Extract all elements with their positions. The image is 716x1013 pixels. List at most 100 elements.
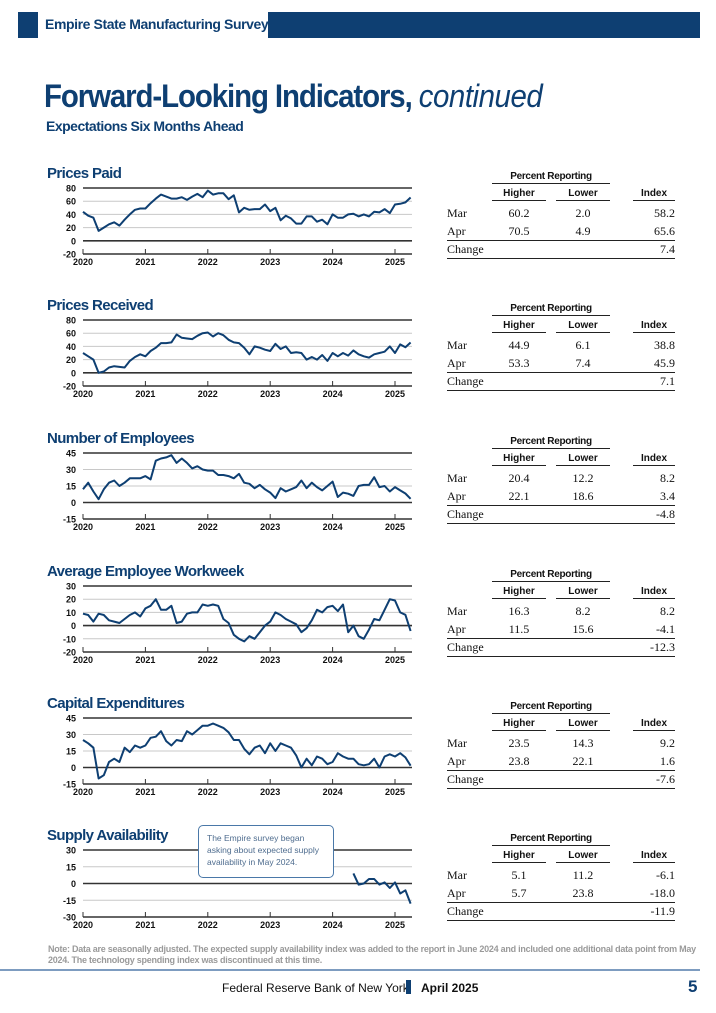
table-row-mar: Mar 23.5 14.3 9.2 xyxy=(447,735,675,752)
column-header-index: Index xyxy=(633,718,675,731)
report-name: Empire State Manufacturing Survey xyxy=(45,16,269,32)
chart-title: Prices Paid xyxy=(47,165,122,182)
x-tick-label: 2025 xyxy=(385,920,405,930)
cell-value: 15.6 xyxy=(572,622,594,636)
y-tick-label: 20 xyxy=(66,355,76,365)
x-tick-label: 2024 xyxy=(323,920,343,930)
table-rule xyxy=(447,902,675,903)
cell-value: 11.2 xyxy=(572,868,594,882)
x-tick-label: 2020 xyxy=(73,787,93,797)
series-line xyxy=(82,598,412,643)
table-row-apr: Apr 70.5 4.9 65.6 xyxy=(447,223,675,240)
cell-value: 5.7 xyxy=(511,886,527,900)
y-tick-label: 15 xyxy=(66,747,76,757)
cell-value: 11.5 xyxy=(508,622,530,636)
column-header-higher: Higher xyxy=(492,320,546,333)
y-tick-label: 0 xyxy=(71,498,76,508)
y-tick-label: 30 xyxy=(66,730,76,740)
y-tick-label: 0 xyxy=(71,236,76,246)
percent-reporting-header: Percent Reporting xyxy=(492,303,610,316)
page-title: Forward-Looking Indicators, continued xyxy=(44,78,543,115)
chart-title: Number of Employees xyxy=(47,430,195,447)
x-tick-label: 2020 xyxy=(73,655,93,665)
chart-title: Supply Availability xyxy=(47,827,168,844)
table-rule xyxy=(447,638,675,639)
cell-value: 22.1 xyxy=(508,489,530,503)
x-tick-label: 2021 xyxy=(135,655,155,665)
table-rule xyxy=(447,788,675,789)
footer-org: Federal Reserve Bank of New York xyxy=(222,981,409,995)
table-rule xyxy=(447,920,675,921)
change-value: 7.4 xyxy=(660,242,675,256)
table-row-change: Change -12.3 xyxy=(447,639,675,656)
footer-divider xyxy=(0,969,700,971)
x-tick-label: 2024 xyxy=(323,257,343,267)
cell-index: 8.2 xyxy=(660,604,675,618)
row-label: Mar xyxy=(447,338,467,352)
x-tick-label: 2025 xyxy=(385,655,405,665)
cell-index: 9.2 xyxy=(660,736,675,750)
row-label: Mar xyxy=(447,868,467,882)
table-row-mar: Mar 60.2 2.0 58.2 xyxy=(447,205,675,222)
table-rule xyxy=(447,390,675,391)
column-header-lower: Lower xyxy=(556,586,610,599)
page-number: 5 xyxy=(688,977,698,996)
page-title-continued: continued xyxy=(418,78,543,114)
table-row-apr: Apr 5.7 23.8 -18.0 xyxy=(447,885,675,902)
cell-value: 6.1 xyxy=(575,338,591,352)
y-tick-label: 20 xyxy=(66,223,76,233)
cell-index: -6.1 xyxy=(656,868,675,882)
cell-value: 2.0 xyxy=(575,206,591,220)
y-tick-label: 0 xyxy=(71,879,76,889)
row-label: Change xyxy=(447,507,484,521)
y-tick-label: -20 xyxy=(63,382,76,392)
row-label: Mar xyxy=(447,206,467,220)
table-row-change: Change -7.6 xyxy=(447,771,675,788)
column-header-lower: Lower xyxy=(556,718,610,731)
percent-reporting-header: Percent Reporting xyxy=(492,436,610,449)
change-value: -11.9 xyxy=(650,904,675,918)
x-tick-label: 2022 xyxy=(198,522,218,532)
page-title-main: Forward-Looking Indicators, xyxy=(44,78,419,114)
cell-value: 70.5 xyxy=(508,224,530,238)
cell-value: 53.3 xyxy=(508,356,530,370)
x-tick-label: 2022 xyxy=(198,389,218,399)
table-rule xyxy=(447,770,675,771)
row-label: Change xyxy=(447,640,484,654)
change-value: -4.8 xyxy=(656,507,675,521)
x-tick-label: 2022 xyxy=(198,787,218,797)
x-tick-label: 2022 xyxy=(198,920,218,930)
cell-index: 3.4 xyxy=(660,489,675,503)
x-tick-label: 2020 xyxy=(73,257,93,267)
y-tick-label: 20 xyxy=(66,595,76,605)
cell-value: 14.3 xyxy=(572,736,594,750)
cell-index: 45.9 xyxy=(654,356,675,370)
y-tick-label: 80 xyxy=(66,184,76,194)
cell-index: 38.8 xyxy=(654,338,675,352)
x-tick-label: 2025 xyxy=(385,389,405,399)
header-bar xyxy=(268,12,700,38)
row-label: Change xyxy=(447,242,484,256)
row-label: Mar xyxy=(447,736,467,750)
x-tick-label: 2022 xyxy=(198,257,218,267)
table-row-mar: Mar 44.9 6.1 38.8 xyxy=(447,337,675,354)
x-tick-label: 2021 xyxy=(135,522,155,532)
column-header-lower: Lower xyxy=(556,453,610,466)
table-row-mar: Mar 16.3 8.2 8.2 xyxy=(447,603,675,620)
x-tick-label: 2024 xyxy=(323,389,343,399)
x-tick-label: 2023 xyxy=(260,787,280,797)
y-tick-label: 40 xyxy=(66,342,76,352)
cell-value: 12.2 xyxy=(572,471,594,485)
cell-index: 58.2 xyxy=(654,206,675,220)
y-tick-label: 30 xyxy=(66,465,76,475)
column-header-index: Index xyxy=(633,850,675,863)
y-tick-label: 0 xyxy=(71,763,76,773)
percent-reporting-header: Percent Reporting xyxy=(492,833,610,846)
table-row-change: Change -4.8 xyxy=(447,506,675,523)
cell-index: 1.6 xyxy=(660,754,675,768)
table-rule xyxy=(447,372,675,373)
cell-value: 44.9 xyxy=(508,338,530,352)
series-line xyxy=(352,872,412,904)
